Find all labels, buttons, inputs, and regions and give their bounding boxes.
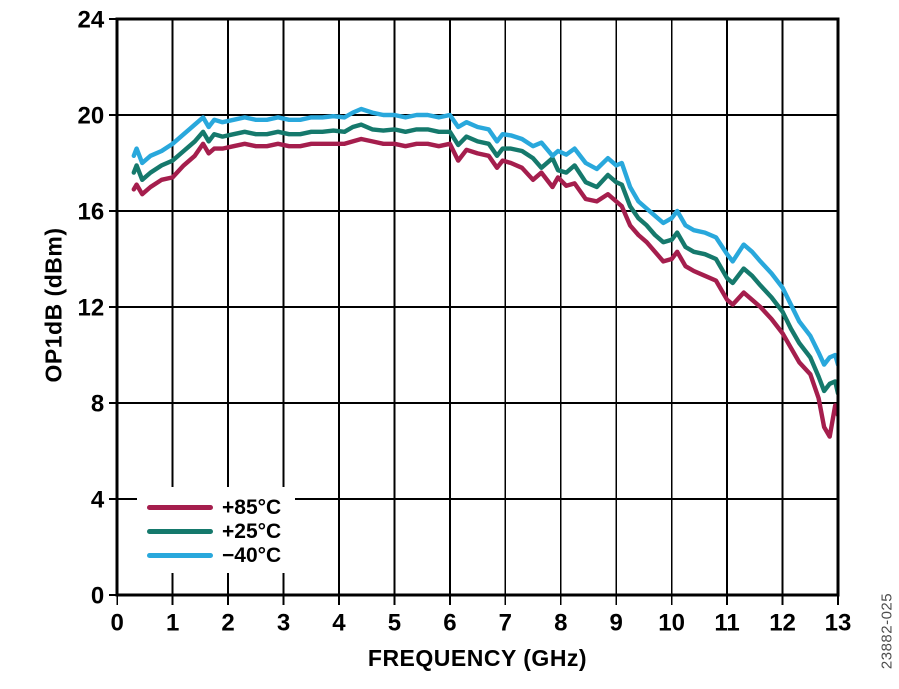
curve-minus40c: [131, 106, 838, 367]
legend-item-plus25c: +25°C: [137, 519, 295, 543]
x-tick-label: 6: [443, 610, 456, 637]
x-tick-label: 2: [221, 610, 234, 637]
x-tick-label: 0: [111, 610, 124, 637]
legend-line-swatch-plus85c: [147, 504, 213, 510]
y-tick-label: 4: [91, 487, 105, 514]
x-tick-label: 11: [714, 610, 739, 637]
x-tick-label: 12: [769, 610, 796, 637]
y-tick-label: 24: [77, 7, 104, 34]
legend-label-minus40c: −40°C: [222, 543, 282, 567]
legend-line-swatch-plus25c: [147, 528, 213, 534]
legend: +85°C +25°C −40°C: [137, 487, 295, 573]
y-tick-label: 12: [77, 295, 104, 322]
y-tick-label: 16: [77, 199, 104, 226]
curve-plus85c: [131, 136, 838, 439]
x-axis-title: FREQUENCY (GHz): [367, 645, 588, 671]
x-tick-label: 9: [610, 610, 623, 637]
plot-border: [115, 17, 840, 597]
y-tick-label: 8: [91, 391, 104, 418]
y-tick-label: 20: [77, 103, 104, 130]
legend-label-plus85c: +85°C: [222, 495, 282, 519]
x-tick-label: 10: [658, 610, 685, 637]
legend-item-minus40c: −40°C: [137, 543, 295, 567]
x-tick-label: 7: [499, 610, 512, 637]
x-tick-label: 8: [554, 610, 567, 637]
legend-label-plus25c: +25°C: [222, 519, 282, 543]
x-tick-label: 3: [277, 610, 290, 637]
x-tick-label: 1: [166, 610, 179, 637]
x-tick-label: 5: [388, 610, 401, 637]
x-tick-label: 13: [825, 610, 852, 637]
y-axis-title: OP1dB (dBm): [40, 227, 67, 383]
legend-line-swatch-minus40c: [147, 552, 213, 558]
curve-plus25c: [131, 122, 838, 396]
y-tick-label: 0: [91, 583, 104, 610]
legend-item-plus85c: +85°C: [137, 495, 295, 519]
figure-number-watermark: 23882-025: [878, 592, 896, 670]
x-tick-label: 4: [332, 610, 346, 637]
